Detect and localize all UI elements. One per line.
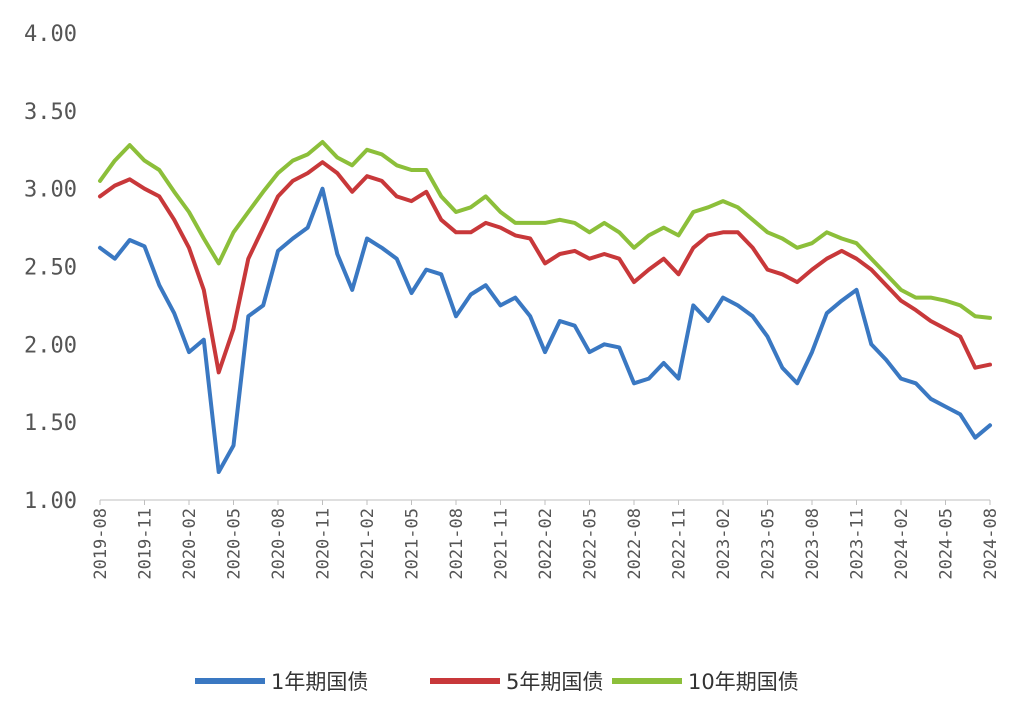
series-line xyxy=(98,160,992,375)
legend-label: 5年期国债 xyxy=(506,670,603,694)
x-tick-label: 2023-11 xyxy=(848,508,868,580)
y-tick-label: 3.00 xyxy=(24,178,77,203)
x-tick-label: 2021-02 xyxy=(358,508,378,580)
x-tick-label: 2020-05 xyxy=(225,508,245,580)
x-tick-label: 2020-11 xyxy=(314,508,334,580)
legend-label: 10年期国债 xyxy=(688,670,799,694)
x-tick-label: 2020-02 xyxy=(180,508,200,580)
x-tick-label: 2023-05 xyxy=(759,508,779,580)
y-tick-label: 1.00 xyxy=(24,489,77,514)
x-tick-label: 2022-05 xyxy=(581,508,601,580)
x-tick-label: 2021-11 xyxy=(492,508,512,580)
y-tick-label: 2.50 xyxy=(24,256,77,281)
series-line xyxy=(98,140,992,320)
y-tick-labels: 1.00 1.50 2.00 2.50 3.00 3.50 4.00 xyxy=(24,22,77,514)
x-tick-label: 2022-08 xyxy=(625,508,645,580)
x-tick-label: 2022-11 xyxy=(670,508,690,580)
x-tick-label: 2019-08 xyxy=(91,508,111,580)
x-tick-label: 2021-05 xyxy=(403,508,423,580)
x-tick-labels: 2019-08 2019-11 2020-02 2020-05 2020-08 2020-… xyxy=(91,500,1001,580)
y-tick-label: 2.00 xyxy=(24,333,77,358)
y-tick-label: 3.50 xyxy=(24,100,77,125)
y-tick-label: 4.00 xyxy=(24,22,77,47)
x-tick-label: 2022-02 xyxy=(536,508,556,580)
x-tick-label: 2024-02 xyxy=(892,508,912,580)
x-tick-label: 2021-08 xyxy=(447,508,467,580)
x-tick-label: 2020-08 xyxy=(269,508,289,580)
x-tick-label: 2024-08 xyxy=(981,508,1001,580)
x-tick-label: 2023-02 xyxy=(714,508,734,580)
series-line xyxy=(98,186,992,474)
legend: 1年期国债 5年期国债 10年期国债 xyxy=(195,670,799,694)
x-tick-label: 2019-11 xyxy=(136,508,156,580)
legend-label: 1年期国债 xyxy=(271,670,368,694)
x-tick-label: 2023-08 xyxy=(803,508,823,580)
y-tick-label: 1.50 xyxy=(24,411,77,436)
x-tick-label: 2024-05 xyxy=(937,508,957,580)
series-lines xyxy=(98,140,992,474)
